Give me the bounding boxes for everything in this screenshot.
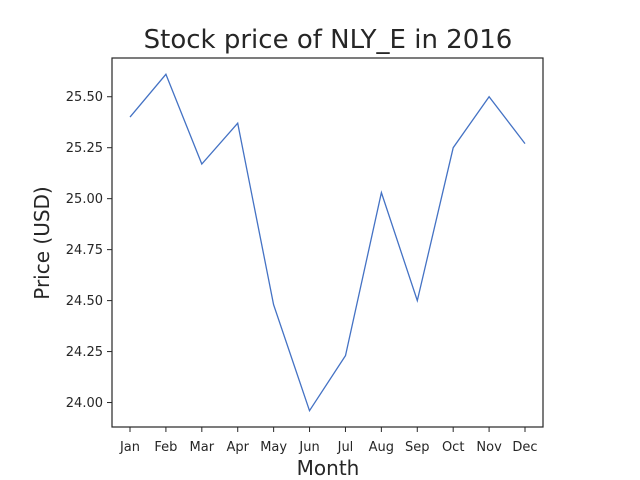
x-tick-label: Sep <box>405 440 430 455</box>
y-tick-label: 24.50 <box>66 294 103 309</box>
x-tick-label: Dec <box>512 440 537 455</box>
y-tick-label: 24.25 <box>66 345 103 360</box>
x-tick-label: Nov <box>476 440 502 455</box>
x-tick-label: Aug <box>369 440 394 455</box>
x-tick-label: Jul <box>337 440 354 455</box>
x-tick-label: Oct <box>442 440 464 455</box>
x-axis-label: Month <box>297 456 360 480</box>
y-tick-label: 25.50 <box>66 90 103 105</box>
x-axis-ticks: Jan Feb Mar Apr May Jun Jul Aug Sep Oct Nov Dec <box>119 427 538 455</box>
x-tick-label: Mar <box>190 440 215 455</box>
x-tick-label: Jun <box>298 440 319 455</box>
y-tick-label: 24.00 <box>66 396 103 411</box>
series-line-nly-e <box>129 73 526 413</box>
y-tick-label: 24.75 <box>66 243 103 258</box>
x-tick-label: May <box>260 440 287 455</box>
y-axis-ticks: 24.00 24.25 24.50 24.75 25.00 25.25 25.50 <box>66 90 112 411</box>
y-axis-label: Price (USD) <box>30 186 54 300</box>
chart-title: Stock price of NLY_E in 2016 <box>144 25 513 55</box>
y-tick-label: 25.00 <box>66 192 103 207</box>
x-tick-label: Apr <box>226 440 249 455</box>
plot-area-frame <box>111 57 544 428</box>
y-tick-label: 25.25 <box>66 141 103 156</box>
x-tick-label: Feb <box>154 440 177 455</box>
x-tick-label: Jan <box>119 440 140 455</box>
